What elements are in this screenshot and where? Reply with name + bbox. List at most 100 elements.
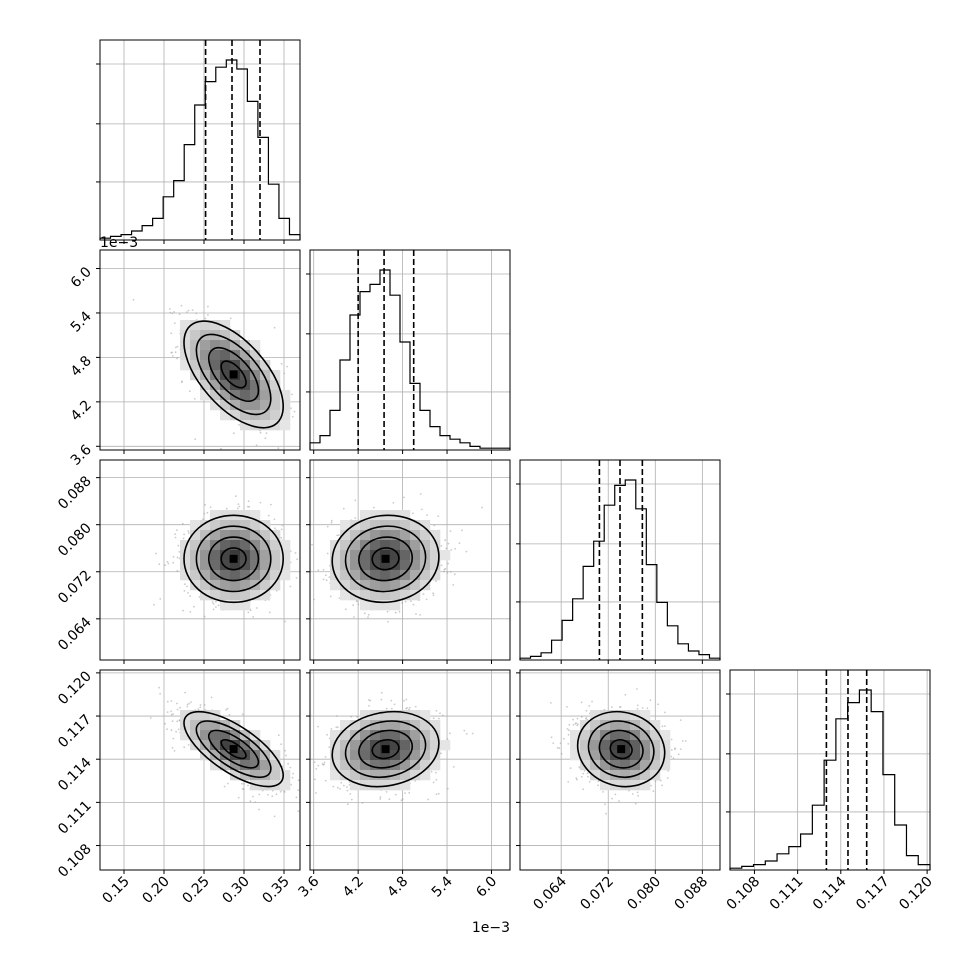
density-cell (260, 400, 271, 411)
density-cell (260, 550, 271, 561)
xtick-label-2-1: 0.072 (577, 874, 617, 914)
density-cell (240, 760, 251, 771)
scatter-point (186, 585, 189, 588)
density-cell (220, 590, 231, 601)
density-cell (370, 730, 381, 741)
scatter-point (186, 705, 189, 708)
density-cell (360, 600, 371, 611)
scatter-point (173, 322, 176, 324)
density-cell (380, 560, 391, 571)
scatter-point (166, 728, 168, 730)
scatter-point (285, 754, 287, 757)
scatter-point (349, 793, 352, 795)
density-peak-3-2 (617, 745, 626, 754)
density-cell (340, 760, 351, 771)
scatter-point (425, 598, 428, 601)
scatter-point (323, 763, 325, 766)
contour-2-1-2 (344, 525, 427, 593)
scatter-point (305, 424, 307, 426)
scatter-point (315, 792, 317, 794)
scatter-point (343, 784, 345, 787)
density-cell (400, 780, 411, 791)
scatter-point (155, 552, 158, 555)
density-cell (250, 340, 261, 351)
density-cell (240, 570, 251, 581)
scatter-point (654, 780, 657, 782)
density-cell (570, 740, 581, 751)
density-cell (340, 540, 351, 551)
scatter-point (178, 313, 181, 316)
scatter-point (280, 528, 283, 531)
density-peak-2-1 (381, 554, 390, 563)
scatter-point (390, 699, 393, 702)
scatter-point (386, 610, 389, 613)
density-cell (240, 580, 251, 591)
density-cell (380, 730, 391, 741)
density-cell (200, 730, 211, 741)
density-cell (190, 710, 201, 721)
scatter-point (463, 729, 466, 732)
xtick-label-2-3: 0.088 (672, 874, 712, 914)
density-cell (230, 390, 241, 401)
scatter-point (203, 704, 206, 706)
density-cell (200, 340, 211, 351)
scatter-point (354, 499, 357, 502)
density-cell (620, 780, 631, 791)
density-cell (360, 590, 371, 601)
panel-content-3-0 (100, 670, 300, 870)
scatter-point (171, 312, 174, 315)
scatter-point (173, 311, 176, 313)
density-cell (270, 770, 281, 781)
density-panel-1-0 (96, 249, 307, 454)
scatter-point (403, 496, 405, 499)
scatter-point (330, 521, 333, 524)
density-cell (400, 520, 411, 531)
xtick-label-2-0: 0.064 (530, 873, 570, 913)
scatter-point (176, 357, 178, 360)
contour-2-1-3 (331, 514, 440, 604)
density-cell (210, 360, 221, 371)
scatter-point (586, 772, 589, 775)
scatter-point (290, 407, 292, 410)
density-cell (220, 750, 231, 761)
density-cell (440, 550, 451, 561)
density-cell (390, 550, 401, 561)
density-cell (270, 370, 281, 381)
density-cell (240, 410, 251, 421)
scatter-point (649, 699, 652, 702)
scatter-point (471, 732, 474, 735)
axes-frame-3-3 (729, 669, 931, 871)
scatter-point (664, 725, 666, 727)
scatter-point (189, 595, 192, 597)
density-cell (260, 780, 271, 791)
density-cell (280, 420, 291, 431)
density-cell (350, 720, 361, 731)
density-cell (260, 580, 271, 591)
scatter-point (458, 542, 461, 544)
scatter-point (199, 704, 202, 706)
density-cell (280, 390, 291, 401)
scatter-point (174, 533, 177, 536)
scatter-point (587, 775, 589, 778)
scatter-point (273, 518, 276, 521)
density-cell (340, 560, 351, 571)
ytick-label-2-1: 0.072 (55, 567, 95, 607)
density-cell (230, 350, 241, 361)
density-cell (240, 390, 251, 401)
scatter-point (203, 512, 206, 515)
density-cell (350, 760, 361, 771)
scatter-point (170, 729, 173, 732)
scatter-point (172, 561, 175, 564)
density-cell (280, 770, 291, 781)
ytick-label-1-1: 4.2 (68, 397, 95, 424)
density-cell (390, 580, 401, 591)
density-cell (370, 760, 381, 771)
density-cell (230, 770, 241, 781)
density-cell (210, 400, 221, 411)
density-cell (360, 550, 371, 561)
density-cell (390, 530, 401, 541)
density-cell (390, 590, 401, 601)
density-cell (650, 730, 661, 741)
scatter-point (447, 562, 449, 565)
density-cell (650, 750, 661, 761)
